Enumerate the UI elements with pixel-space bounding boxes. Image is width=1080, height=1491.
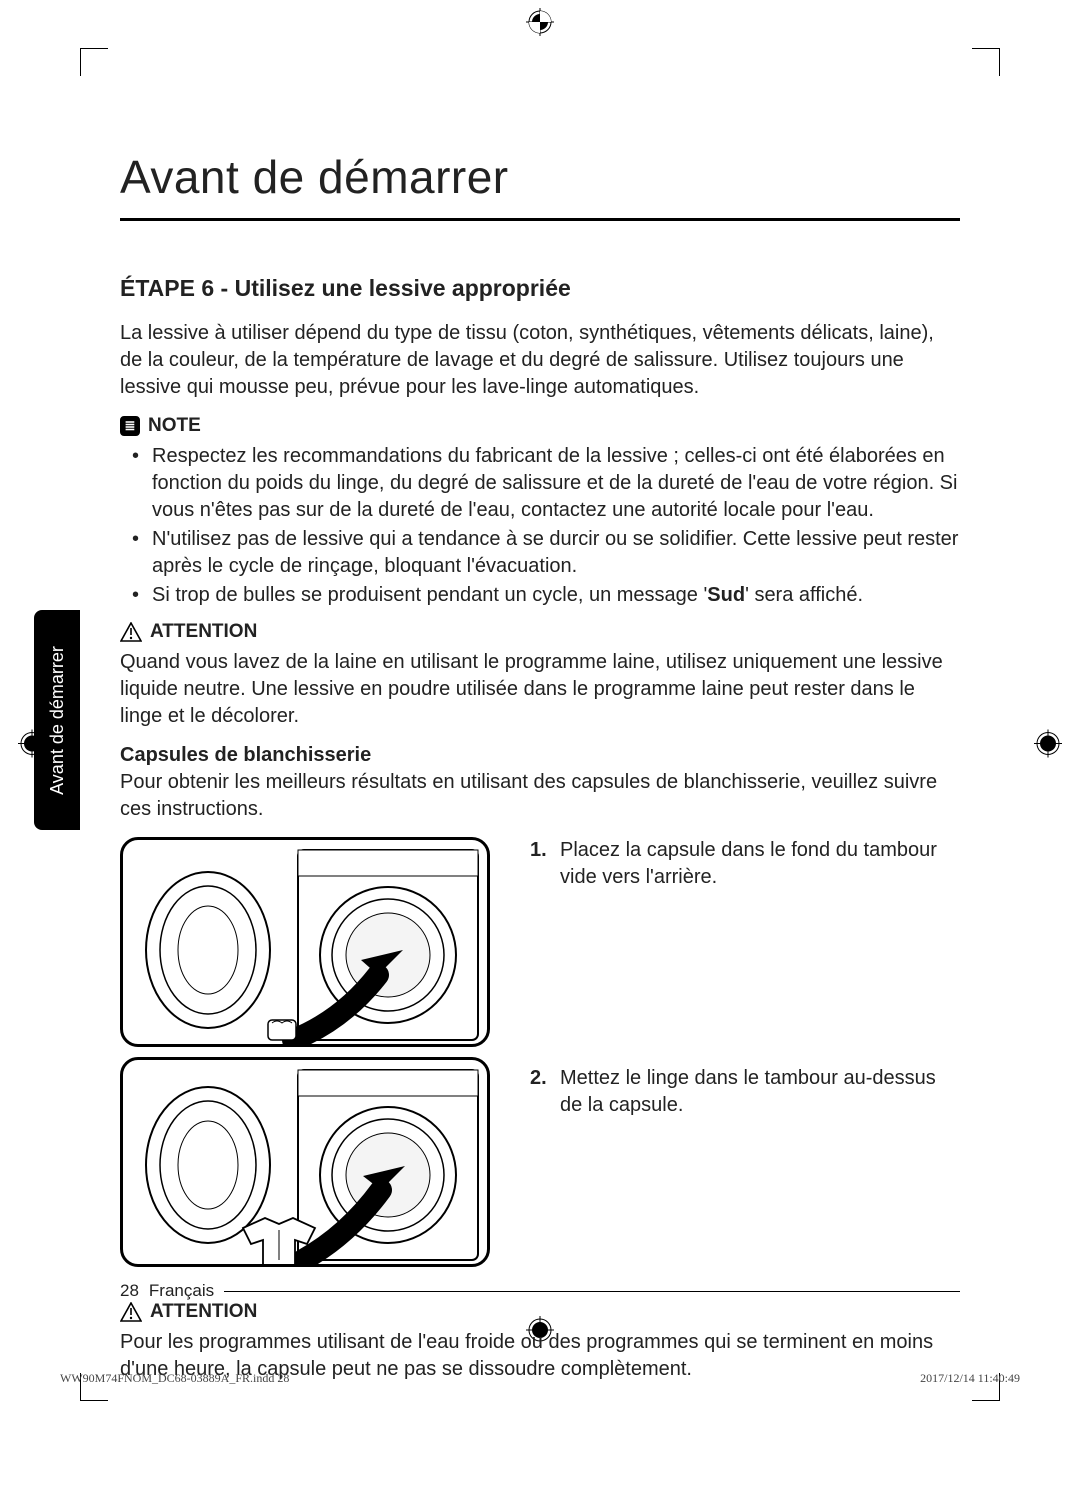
crop-mark-icon	[972, 48, 1000, 76]
attention-label: ATTENTION	[150, 1301, 257, 1323]
figure-instruction-block: Placez la capsule dans le fond du tambou…	[120, 837, 960, 1283]
attention-paragraph: Quand vous lavez de la laine en utilisan…	[120, 649, 960, 730]
attention-label: ATTENTION	[150, 621, 257, 643]
attention-label-row: ATTENTION	[120, 1301, 960, 1323]
title-rule	[120, 218, 960, 221]
capsules-subheading: Capsules de blanchisserie	[120, 744, 960, 767]
note-bullet: Respectez les recommandations du fabrica…	[124, 443, 960, 524]
note-icon: ≣	[120, 416, 140, 436]
sud-keyword: Sud	[707, 584, 745, 606]
note-label: NOTE	[148, 415, 201, 437]
step-1-text: Placez la capsule dans le fond du tambou…	[530, 837, 960, 891]
capsules-intro: Pour obtenir les meilleurs résultats en …	[120, 769, 960, 823]
note-bullet-list: Respectez les recommandations du fabrica…	[120, 443, 960, 609]
step-2-text: Mettez le linge dans le tambour au-dessu…	[530, 1065, 960, 1119]
crop-mark-icon	[80, 48, 108, 76]
section-side-tab: Avant de démarrer	[34, 610, 80, 830]
registration-mark-top-icon	[526, 8, 554, 41]
side-tab-label: Avant de démarrer	[47, 646, 68, 795]
warning-triangle-icon	[120, 622, 142, 642]
note-bullet: N'utilisez pas de lessive qui a tendance…	[124, 526, 960, 580]
note-bullet: Si trop de bulles se produisent pendant …	[124, 582, 960, 609]
footer-rule	[224, 1291, 960, 1292]
page-footer: 28 Français	[120, 1281, 960, 1301]
note-bullet-text: ' sera affiché.	[745, 584, 863, 606]
print-timestamp: 2017/12/14 11:40:49	[920, 1371, 1020, 1386]
print-filename: WW90M74FNOM_DC68-03889A_FR.indd 28	[60, 1371, 289, 1386]
warning-triangle-icon	[120, 1302, 142, 1322]
intro-paragraph: La lessive à utiliser dépend du type de …	[120, 320, 960, 401]
language-label: Français	[149, 1281, 214, 1301]
section-heading: ÉTAPE 6 - Utilisez une lessive approprié…	[120, 275, 960, 302]
note-bullet-text: Si trop de bulles se produisent pendant …	[152, 584, 707, 606]
print-metadata: WW90M74FNOM_DC68-03889A_FR.indd 28 2017/…	[60, 1371, 1020, 1386]
attention-label-row: ATTENTION	[120, 621, 960, 643]
registration-mark-right-icon	[1034, 729, 1062, 762]
figure-column	[120, 837, 490, 1283]
figure-2-illustration	[120, 1057, 490, 1267]
note-label-row: ≣ NOTE	[120, 415, 960, 437]
page-number: 28	[120, 1281, 139, 1301]
instruction-column: Placez la capsule dans le fond du tambou…	[530, 837, 960, 1283]
page-title: Avant de démarrer	[120, 150, 960, 214]
figure-1-illustration	[120, 837, 490, 1047]
